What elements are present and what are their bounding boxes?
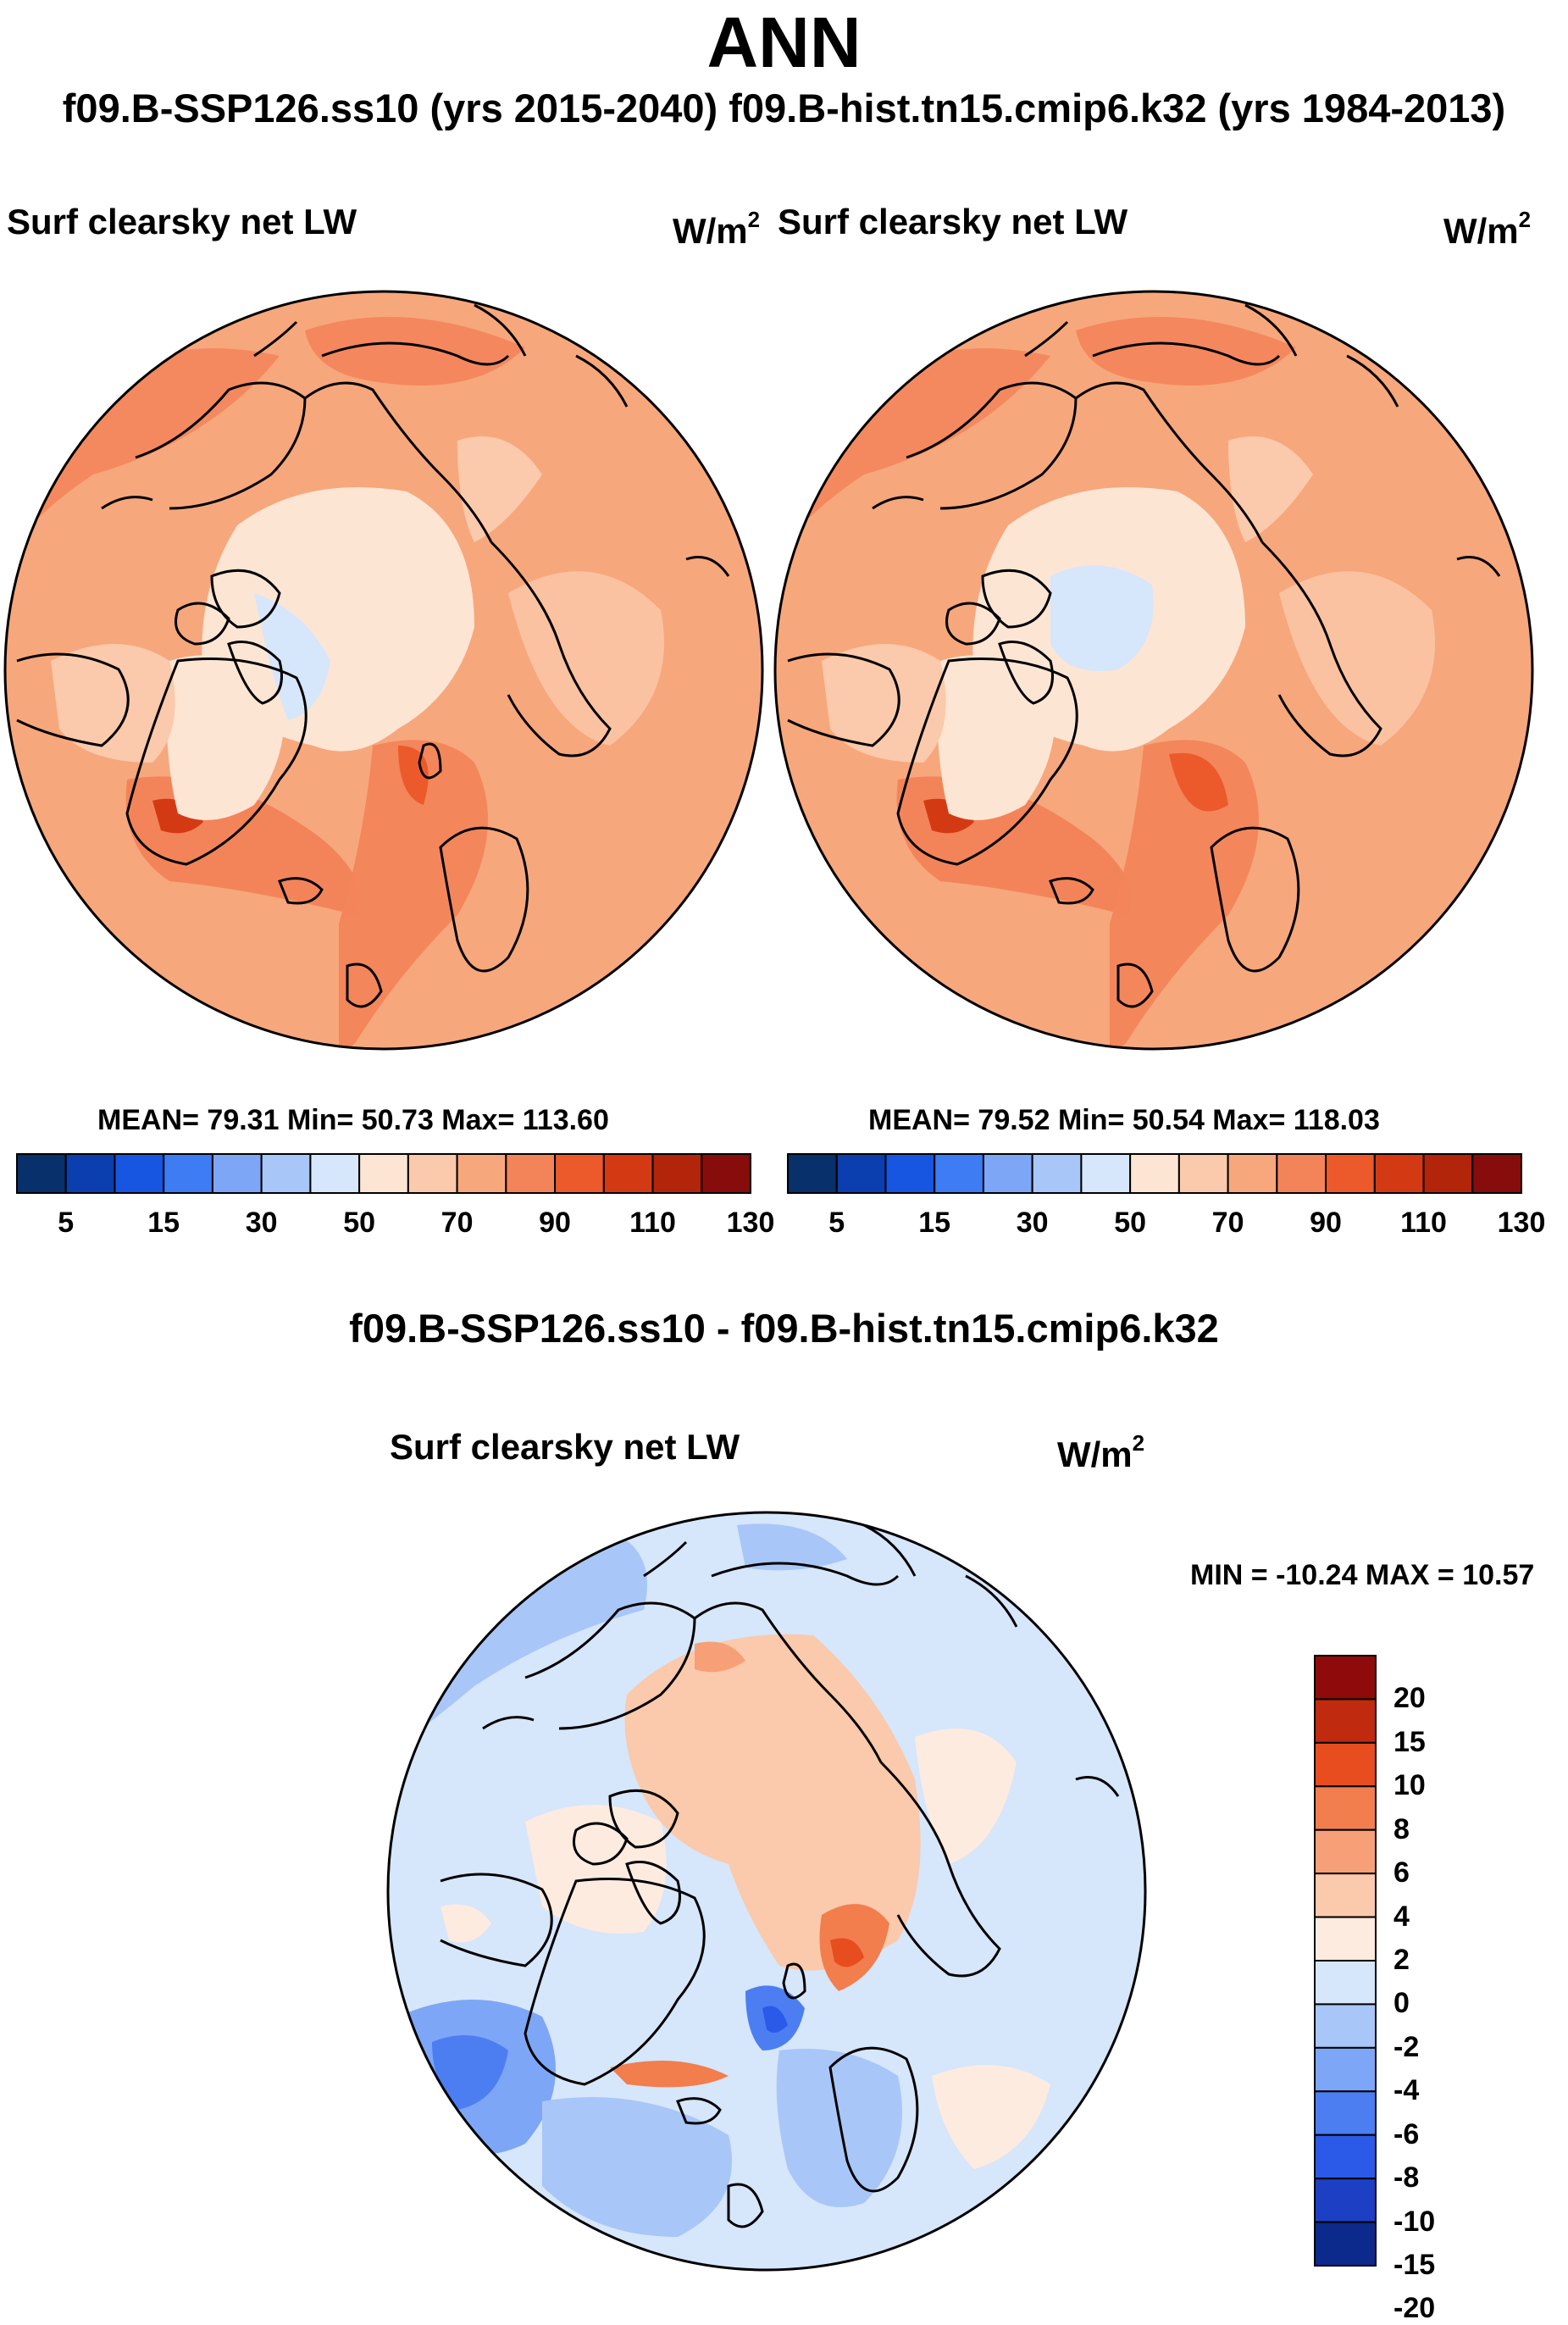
colorbar-swatch [554,1153,605,1194]
colorbar-tick-label: 50 [343,1207,376,1239]
map1-field [5,291,762,1049]
colorbar-swatch [163,1153,213,1194]
colorbar-swatch [1314,1873,1377,1918]
colorbar-tick-label: 130 [726,1207,775,1239]
colorbar-swatch [1314,2003,1377,2049]
colorbar-swatch [1314,1741,1377,1788]
colorbar-panel2 [787,1153,1522,1194]
colorbar-tick-label: 90 [1310,1207,1342,1239]
map2-coastlines [787,303,1501,1008]
colorbar-tick-label: 0 [1393,1987,1410,2020]
colorbar-tick-label: -2 [1393,2030,1420,2063]
colorbar-swatch [1314,2178,1377,2223]
colorbar-swatch [1177,1153,1229,1194]
colorbar-tick-label: 5 [828,1207,845,1239]
colorbar-tick-label: 50 [1114,1207,1147,1239]
colorbar-tick-label: 5 [58,1207,75,1239]
colorbar-swatch [114,1153,165,1194]
colorbar-tick-label: 30 [1016,1207,1049,1239]
colorbar-tick-label: 90 [539,1207,571,1239]
panel1-title: Surf clearsky net LW [7,202,357,241]
colorbar-swatch [602,1153,654,1194]
colorbar-swatch [1314,1828,1377,1875]
panel3-title: Surf clearsky net LW [390,1427,740,1467]
colorbar-swatch [456,1153,507,1194]
colorbar-tick-label: -20 [1393,2292,1436,2325]
colorbar-panel1-ticks: 5 15 30 50 70 90 110 130 [15,1207,774,1244]
panel2-units: W/m2 [1443,207,1532,251]
map3-border [386,1511,1147,2272]
map3-coastlines [440,1523,1120,2228]
colorbar-swatch [1314,1785,1377,1831]
colorbar-panel3-ticks: 20 15 10 8 6 4 2 0 -2 -4 -6 -8 -10 -15 -20 [1393,1654,1495,2324]
map1-border [3,290,764,1051]
colorbar-swatch [1080,1153,1132,1194]
colorbar-panel1 [16,1153,751,1194]
colorbar-swatch [1314,1916,1377,1962]
panel1-units: W/m2 [673,207,761,251]
colorbar-swatch [835,1153,887,1194]
colorbar-swatch [1314,1960,1377,2006]
colorbar-swatch [1422,1153,1474,1194]
panel2-stats: MEAN= 79.52 Min= 50.54 Max= 118.03 [868,1104,1380,1136]
colorbar-swatch [1314,2221,1377,2267]
colorbar-tick-label: -8 [1393,2161,1420,2195]
colorbar-tick-label: 15 [1393,1725,1426,1758]
panel1-stats: MEAN= 79.31 Min= 50.73 Max= 113.60 [97,1104,609,1136]
panel2-title: Surf clearsky net LW [778,202,1128,241]
colorbar-tick-label: 70 [440,1207,474,1239]
colorbar-tick-label: 10 [1393,1769,1426,1802]
colorbar-swatch [1471,1153,1522,1194]
colorbar-tick-label: 30 [245,1207,278,1239]
colorbar-tick-label: 8 [1393,1812,1410,1845]
colorbar-swatch [884,1153,936,1194]
colorbar-tick-label: 20 [1393,1682,1426,1715]
colorbar-tick-label: 15 [918,1207,951,1239]
colorbar-swatch [1325,1153,1376,1194]
colorbar-swatch [309,1153,361,1194]
colorbar-swatch [1314,2134,1377,2180]
colorbar-tick-label: 110 [629,1207,676,1239]
colorbar-tick-label: 130 [1497,1207,1546,1239]
run-header: f09.B-SSP126.ss10 (yrs 2015-2040) f09.B-… [62,86,1506,130]
colorbar-tick-label: 6 [1393,1856,1410,1889]
panel3-minmax: MIN = -10.24 MAX = 10.57 [1190,1559,1535,1591]
colorbar-swatch [701,1153,751,1194]
colorbar-tick-label: -15 [1393,2249,1436,2281]
colorbar-tick-label: 70 [1211,1207,1244,1239]
colorbar-panel3 [1314,1655,1377,2267]
map2-border [773,290,1534,1051]
colorbar-swatch [1314,1698,1377,1744]
colorbar-swatch [1314,2046,1377,2093]
colorbar-swatch [934,1153,984,1194]
main-title: ANN [706,3,862,82]
colorbar-swatch [260,1153,312,1194]
colorbar-swatch [16,1153,67,1194]
colorbar-swatch [211,1153,263,1194]
colorbar-tick-label: -6 [1393,2117,1420,2150]
colorbar-tick-label: 4 [1393,1900,1410,1933]
map1-coastlines [16,303,730,1008]
panel3-units: W/m2 [1057,1430,1145,1474]
colorbar-swatch [1276,1153,1327,1194]
colorbar-tick-label: -10 [1393,2205,1436,2238]
colorbar-tick-label: -4 [1393,2074,1420,2107]
colorbar-panel2-ticks: 5 15 30 50 70 90 110 130 [786,1207,1545,1244]
colorbar-swatch [407,1153,458,1194]
colorbar-swatch [1314,2090,1377,2136]
colorbar-swatch [1314,1655,1377,1701]
colorbar-tick-label: 2 [1393,1944,1410,1976]
diff-header: f09.B-SSP126.ss10 - f09.B-hist.tn15.cmip… [349,1306,1219,1351]
colorbar-swatch [358,1153,409,1194]
colorbar-tick-label: 110 [1400,1207,1447,1239]
map3-field [388,1512,1145,2270]
colorbar-tick-label: 15 [147,1207,180,1239]
